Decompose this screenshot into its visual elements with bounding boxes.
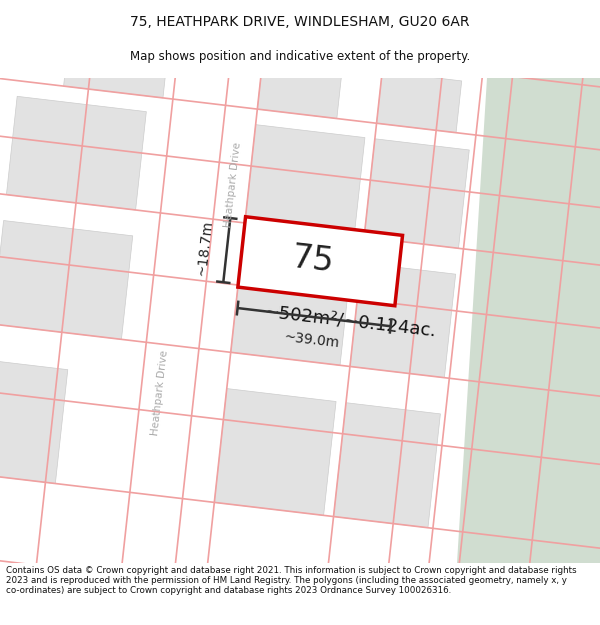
Polygon shape <box>113 0 230 625</box>
Polygon shape <box>0 221 133 339</box>
Polygon shape <box>166 0 277 625</box>
Polygon shape <box>457 78 600 562</box>
Polygon shape <box>350 263 455 378</box>
Text: ~502m²/~0.124ac.: ~502m²/~0.124ac. <box>263 302 437 340</box>
Text: Heathpark Drive: Heathpark Drive <box>223 142 243 228</box>
Polygon shape <box>257 58 343 119</box>
Polygon shape <box>334 402 440 528</box>
Polygon shape <box>7 96 146 210</box>
Polygon shape <box>245 124 365 236</box>
Polygon shape <box>0 360 68 484</box>
Text: ~39.0m: ~39.0m <box>283 330 340 350</box>
Text: Map shows position and indicative extent of the property.: Map shows position and indicative extent… <box>130 50 470 62</box>
Polygon shape <box>364 139 469 248</box>
Text: 75: 75 <box>289 241 335 279</box>
Polygon shape <box>238 217 403 306</box>
Polygon shape <box>64 34 169 98</box>
Text: Heathpark Drive: Heathpark Drive <box>150 350 170 436</box>
Text: ~18.7m: ~18.7m <box>195 219 215 276</box>
Text: Contains OS data © Crown copyright and database right 2021. This information is : Contains OS data © Crown copyright and d… <box>6 566 577 596</box>
Polygon shape <box>377 71 462 132</box>
Text: 75, HEATHPARK DRIVE, WINDLESHAM, GU20 6AR: 75, HEATHPARK DRIVE, WINDLESHAM, GU20 6A… <box>130 15 470 29</box>
Polygon shape <box>214 389 336 516</box>
Polygon shape <box>231 249 352 365</box>
